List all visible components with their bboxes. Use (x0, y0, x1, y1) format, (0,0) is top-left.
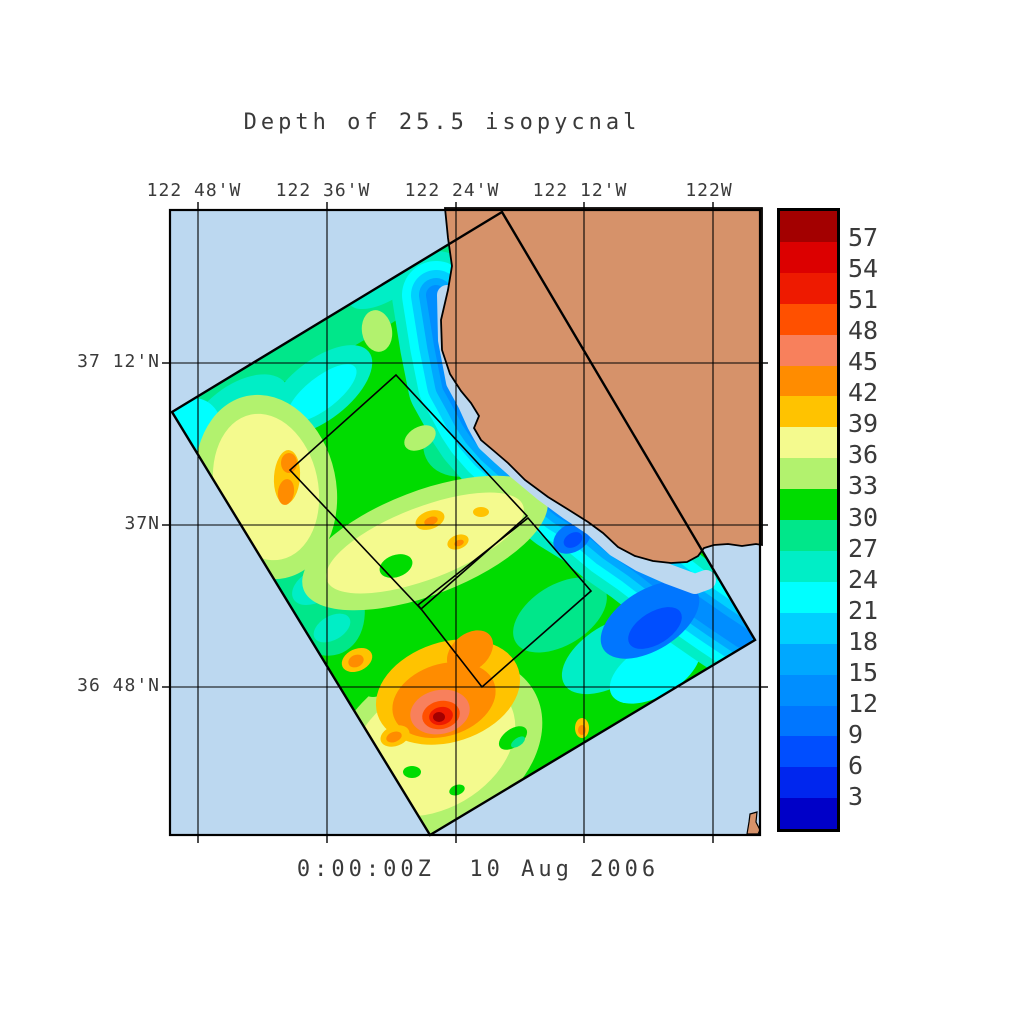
colorbar-tick-label: 33 (848, 471, 879, 501)
colorbar-segment (780, 272, 837, 304)
colorbar-tick-label: 51 (848, 285, 879, 315)
colorbar-tick-label: 3 (848, 781, 864, 811)
colorbar-tick-label: 24 (848, 564, 879, 594)
colorbar-tick-label: 30 (848, 502, 879, 532)
colorbar-segment (780, 396, 837, 428)
colorbar-tick-label: 18 (848, 626, 879, 656)
colorbar-segment (780, 643, 837, 675)
lon-tick-label: 122 12'W (532, 180, 628, 201)
colorbar-segment (780, 458, 837, 490)
colorbar-segment (780, 550, 837, 582)
colorbar-tick-label: 21 (848, 595, 879, 625)
colorbar-segment (780, 612, 837, 644)
timestamp-label: 0:00:00Z 10 Aug 2006 (296, 857, 660, 882)
colorbar-segment (780, 211, 837, 242)
colorbar-segment (780, 303, 837, 335)
lon-tick-label: 122 36'W (275, 180, 371, 201)
colorbar-tick-label: 27 (848, 533, 879, 563)
colorbar-tick-label: 42 (848, 378, 879, 408)
colorbar-segment (780, 705, 837, 737)
colorbar-segment (780, 427, 837, 459)
colorbar-segment (780, 767, 837, 799)
colorbar-tick-label: 6 (848, 750, 864, 780)
colorbar-tick-label: 36 (848, 440, 879, 470)
colorbar-tick-label: 54 (848, 254, 879, 284)
colorbar-segment (780, 334, 837, 366)
colorbar-segment (780, 520, 837, 551)
colorbar-tick-label: 15 (848, 657, 879, 687)
lon-tick-label: 122W (685, 180, 733, 201)
lon-tick-label: 122 48'W (146, 180, 242, 201)
colorbar-tick-label: 9 (848, 719, 864, 749)
colorbar (777, 208, 840, 832)
colorbar-segment (780, 365, 837, 397)
map-frame (168, 208, 762, 837)
colorbar-tick-label: 57 (848, 223, 879, 253)
land-polygon (440, 207, 763, 564)
lat-tick-label: 37 12'N (77, 351, 160, 372)
colorbar-tick-label: 39 (848, 409, 879, 439)
colorbar-tick-label: 45 (848, 347, 879, 377)
colorbar-tick-label: 12 (848, 688, 879, 718)
lat-tick-label: 36 48'N (77, 675, 160, 696)
colorbar-segment (780, 798, 837, 830)
colorbar-segment (780, 489, 837, 521)
colorbar-tick-label: 48 (848, 316, 879, 346)
colorbar-segment (780, 674, 837, 706)
lat-tick-label: 37N (124, 513, 160, 534)
page-title: Depth of 25.5 isopycnal (243, 110, 641, 135)
colorbar-segment (780, 736, 837, 768)
lon-tick-label: 122 24'W (404, 180, 500, 201)
colorbar-segment (780, 241, 837, 273)
colorbar-segment (780, 581, 837, 613)
